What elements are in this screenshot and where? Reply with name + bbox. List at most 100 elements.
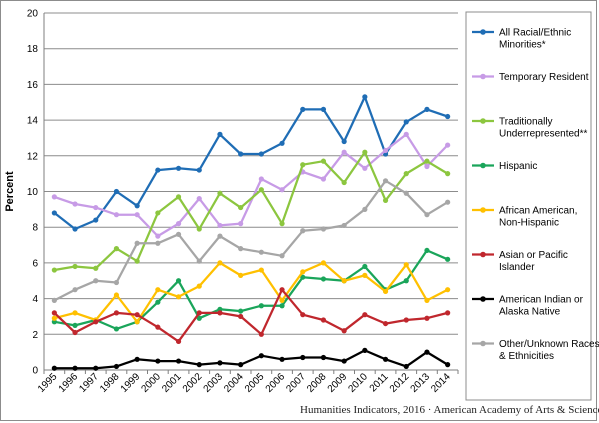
series-line [53,179,449,302]
data-point [113,326,120,332]
data-point [51,365,57,371]
series-6 [51,347,451,371]
data-point [72,365,78,371]
data-point [134,312,140,318]
x-tick-label: 1999 [119,371,143,395]
data-point [341,179,347,186]
legend-label-line: Underrepresented** [499,129,587,140]
data-point [279,253,285,259]
y-tick-label: 14 [27,116,39,127]
data-point [155,233,161,239]
legend-label: American Indian or Alaska Native [499,295,584,318]
data-point [196,258,202,264]
y-axis-title: Percent [4,171,16,212]
legend-label-line: Islander [499,262,535,273]
y-tick-label: 12 [27,151,39,162]
legend-label-line: Other/Unknown Races [499,339,599,350]
data-point [175,278,182,284]
x-tick-label: 2006 [264,371,288,395]
y-tick-label: 20 [27,9,39,20]
data-point [300,354,306,361]
legend-item-3: Hispanic [472,161,537,172]
data-point [217,222,223,229]
x-tick-label: 2002 [181,371,205,395]
data-point [382,197,389,204]
data-point [196,196,202,202]
data-point [403,262,409,268]
y-tick-label: 4 [32,294,38,305]
data-point [300,106,306,112]
data-point [217,233,223,239]
data-point [51,297,57,303]
legend-swatch-marker [480,118,486,124]
data-point [238,272,244,278]
data-point [445,287,451,293]
data-point [113,310,120,316]
x-tick-label: 1996 [57,371,81,395]
y-tick-label: 8 [32,223,38,234]
data-point [258,353,264,359]
data-point [403,119,409,125]
data-point [279,287,285,293]
legend-label-line: All Racial/Ethnic [499,28,571,39]
data-point [341,358,347,364]
legend-label: Other/Unknown Races & Ethnicities [499,339,599,362]
legend-label: Temporary Resident [499,72,589,83]
data-point [258,187,264,193]
y-tick-label: 18 [27,44,39,55]
data-point [134,258,140,264]
data-point [134,356,140,362]
x-tick-label: 2014 [429,371,453,395]
data-point [72,310,78,316]
legend-label-line: African American, [499,206,577,217]
data-point [113,363,120,370]
data-point [279,303,285,309]
data-point [320,354,327,361]
data-point [134,212,140,218]
data-point [217,260,223,266]
y-tick-label: 2 [32,330,38,341]
legend-label-line: & Ethnicities [499,351,554,362]
series-line [54,349,449,370]
data-point [279,221,285,227]
data-point [300,269,306,275]
data-point [155,210,161,216]
data-point [175,358,182,364]
data-point [72,201,78,207]
legend-item-0: All Racial/Ethnic Minorities* [472,28,571,51]
x-tick-label: 1997 [77,371,101,395]
data-point [217,310,223,316]
data-point [51,310,57,316]
data-point [341,149,347,155]
data-point [258,176,264,182]
data-point [279,356,285,362]
data-point [445,199,451,205]
data-point [51,210,57,216]
data-point [238,313,244,320]
data-point [424,349,430,355]
y-tick-label: 16 [27,80,39,91]
data-point [93,319,99,325]
legend-label-line: Temporary Resident [499,72,589,83]
data-point [341,328,347,334]
data-point [155,299,161,305]
data-point [72,287,78,293]
series-line [53,95,448,231]
data-point [258,331,264,337]
series-line [54,249,449,331]
data-point [382,320,389,327]
series-line [54,133,449,238]
x-tick-label: 2003 [202,371,226,395]
data-point [155,358,161,364]
data-point [320,106,327,112]
y-tick-label: 10 [27,187,39,198]
legend-swatch-marker [480,207,486,213]
data-point [196,315,202,321]
data-point [445,256,451,262]
data-point [403,190,409,196]
source-note: Humanities Indicators, 2016 · American A… [300,404,599,416]
data-point [320,276,327,282]
data-point [362,272,368,278]
data-point [93,365,99,371]
data-point [51,194,57,200]
